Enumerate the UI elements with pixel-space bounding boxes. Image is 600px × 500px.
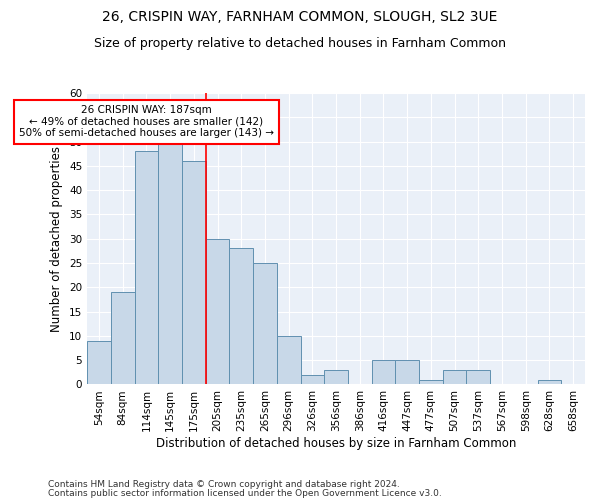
Bar (182, 161, 206, 384)
Bar (466, 370, 490, 384)
Bar (301, 374, 324, 384)
Text: Size of property relative to detached houses in Farnham Common: Size of property relative to detached ho… (94, 38, 506, 51)
Bar (206, 238, 229, 384)
Bar (158, 142, 182, 384)
Bar (538, 380, 561, 384)
Y-axis label: Number of detached properties: Number of detached properties (50, 146, 64, 332)
Bar (371, 360, 395, 384)
Text: Contains HM Land Registry data © Crown copyright and database right 2024.: Contains HM Land Registry data © Crown c… (48, 480, 400, 489)
Bar (419, 380, 443, 384)
Text: 26, CRISPIN WAY, FARNHAM COMMON, SLOUGH, SL2 3UE: 26, CRISPIN WAY, FARNHAM COMMON, SLOUGH,… (103, 10, 497, 24)
Bar (277, 336, 301, 384)
Bar (253, 263, 277, 384)
Text: Contains public sector information licensed under the Open Government Licence v3: Contains public sector information licen… (48, 488, 442, 498)
X-axis label: Distribution of detached houses by size in Farnham Common: Distribution of detached houses by size … (156, 437, 516, 450)
Bar (229, 248, 253, 384)
Bar (111, 292, 134, 384)
Bar (395, 360, 419, 384)
Bar (134, 152, 158, 384)
Bar (87, 340, 111, 384)
Bar (324, 370, 348, 384)
Text: 26 CRISPIN WAY: 187sqm
← 49% of detached houses are smaller (142)
50% of semi-de: 26 CRISPIN WAY: 187sqm ← 49% of detached… (19, 105, 274, 138)
Bar (443, 370, 466, 384)
